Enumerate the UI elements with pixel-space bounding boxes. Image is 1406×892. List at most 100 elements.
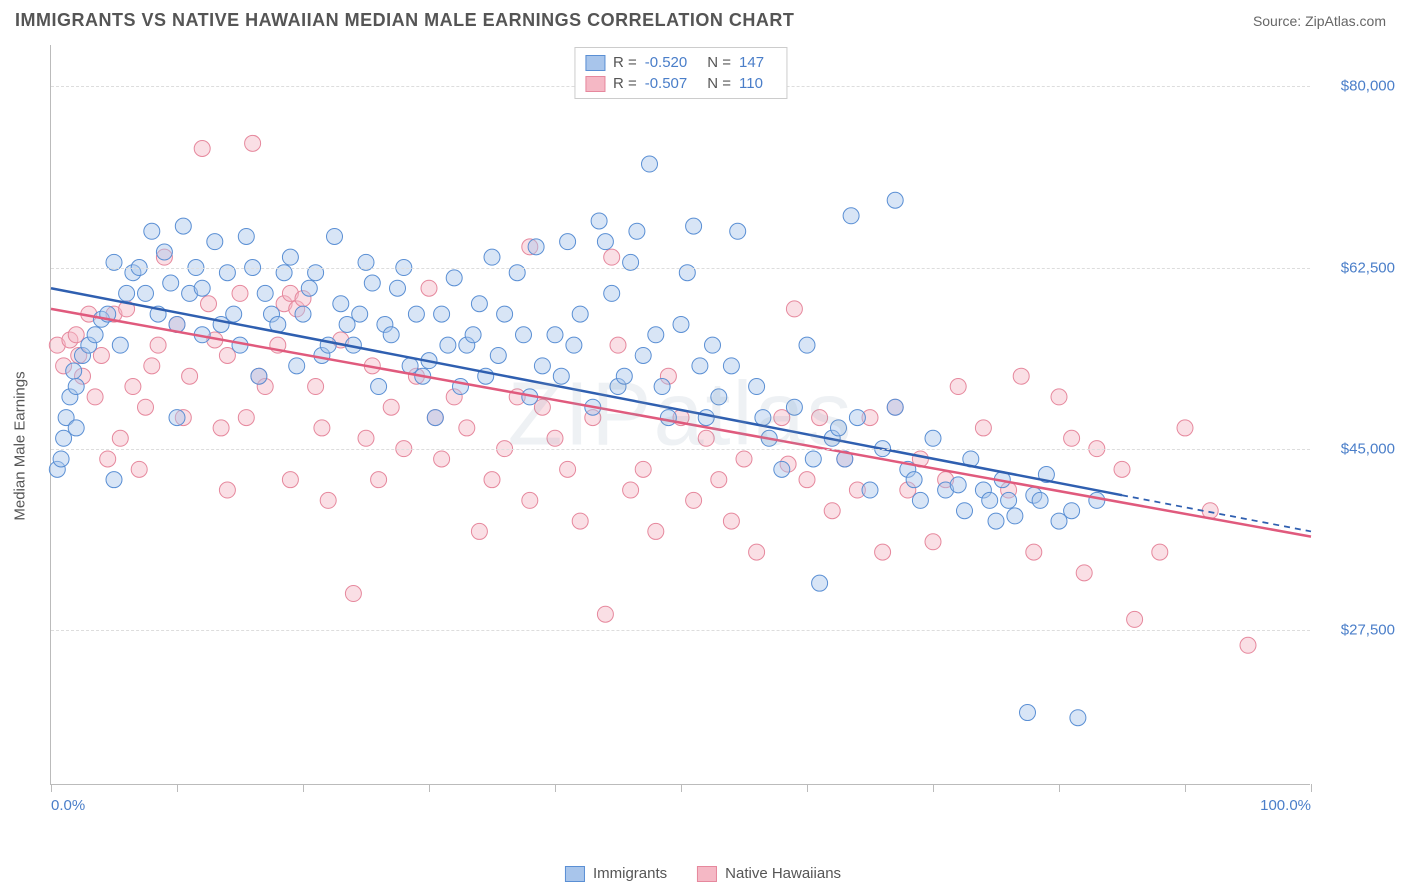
scatter-point: [383, 399, 399, 415]
n-value-immigrants: 147: [739, 54, 764, 71]
scatter-point: [957, 503, 973, 519]
scatter-point: [635, 461, 651, 477]
scatter-point: [484, 249, 500, 265]
n-value-hawaiians: 110: [739, 75, 763, 92]
xtick: [303, 784, 304, 792]
scatter-point: [686, 218, 702, 234]
scatter-point: [597, 606, 613, 622]
scatter-point: [1152, 544, 1168, 560]
scatter-point: [144, 358, 160, 374]
scatter-point: [484, 472, 500, 488]
scatter-point: [692, 358, 708, 374]
scatter-point: [786, 399, 802, 415]
scatter-point: [257, 285, 273, 301]
scatter-point: [604, 249, 620, 265]
scatter-point: [604, 285, 620, 301]
swatch-immigrants-icon: [565, 866, 585, 882]
scatter-point: [534, 358, 550, 374]
ytick-label: $80,000: [1341, 78, 1395, 95]
gridline: [51, 449, 1310, 450]
legend-label-hawaiians: Native Hawaiians: [725, 865, 841, 882]
scatter-point: [53, 451, 69, 467]
scatter-point: [352, 306, 368, 322]
scatter-point: [434, 306, 450, 322]
scatter-point: [333, 296, 349, 312]
legend-label-immigrants: Immigrants: [593, 865, 667, 882]
scatter-point: [1064, 503, 1080, 519]
ytick-label: $27,500: [1341, 621, 1395, 638]
scatter-point: [635, 347, 651, 363]
scatter-point: [163, 275, 179, 291]
scatter-point: [1020, 705, 1036, 721]
scatter-point: [1026, 544, 1042, 560]
scatter-point: [125, 379, 141, 395]
scatter-point: [950, 379, 966, 395]
scatter-point: [610, 337, 626, 353]
scatter-point: [1127, 611, 1143, 627]
scatter-point: [314, 420, 330, 436]
legend-row-immigrants: R = -0.520 N = 147: [585, 52, 776, 73]
ytick-label: $45,000: [1341, 440, 1395, 457]
scatter-point: [320, 492, 336, 508]
scatter-point: [245, 135, 261, 151]
scatter-point: [308, 379, 324, 395]
scatter-point: [289, 358, 305, 374]
scatter-point: [906, 472, 922, 488]
xtick: [1185, 784, 1186, 792]
scatter-point: [730, 223, 746, 239]
scatter-point: [207, 234, 223, 250]
scatter-point: [1032, 492, 1048, 508]
scatter-point: [490, 347, 506, 363]
scatter-point: [1007, 508, 1023, 524]
scatter-point: [219, 482, 235, 498]
scatter-point: [774, 461, 790, 477]
scatter-point: [232, 285, 248, 301]
scatter-point: [950, 477, 966, 493]
xtick: [933, 784, 934, 792]
scatter-point: [471, 523, 487, 539]
scatter-point: [711, 389, 727, 405]
scatter-point: [112, 337, 128, 353]
scatter-point: [1051, 389, 1067, 405]
scatter-point: [723, 358, 739, 374]
scatter-point: [698, 410, 714, 426]
scatter-point: [1070, 710, 1086, 726]
scatter-point: [705, 337, 721, 353]
source-label: Source: ZipAtlas.com: [1253, 13, 1386, 29]
scatter-point: [194, 280, 210, 296]
scatter-point: [301, 280, 317, 296]
xtick: [555, 784, 556, 792]
xtick: [51, 784, 52, 792]
scatter-point: [100, 451, 116, 467]
xtick-label: 100.0%: [1260, 797, 1311, 814]
legend-correlation-box: R = -0.520 N = 147 R = -0.507 N = 110: [574, 47, 787, 99]
scatter-point: [364, 275, 380, 291]
scatter-point: [144, 223, 160, 239]
scatter-point: [749, 544, 765, 560]
scatter-point: [711, 472, 727, 488]
scatter-point: [673, 316, 689, 332]
scatter-point: [849, 410, 865, 426]
scatter-point: [988, 513, 1004, 529]
scatter-point: [226, 306, 242, 322]
swatch-immigrants: [585, 55, 605, 71]
scatter-point: [812, 575, 828, 591]
scatter-point: [749, 379, 765, 395]
legend-item-immigrants: Immigrants: [565, 865, 667, 882]
scatter-point: [912, 492, 928, 508]
scatter-point: [459, 420, 475, 436]
plot-area: ZIPatlas R = -0.520 N = 147 R = -0.507 N…: [50, 45, 1310, 785]
scatter-point: [194, 140, 210, 156]
scatter-point: [616, 368, 632, 384]
scatter-point: [119, 285, 135, 301]
xtick: [177, 784, 178, 792]
scatter-point: [1177, 420, 1193, 436]
scatter-point: [591, 213, 607, 229]
chart-svg: [51, 45, 1310, 784]
scatter-point: [371, 379, 387, 395]
swatch-hawaiians-icon: [697, 866, 717, 882]
scatter-point: [182, 368, 198, 384]
scatter-point: [660, 410, 676, 426]
scatter-point: [799, 472, 815, 488]
scatter-point: [736, 451, 752, 467]
